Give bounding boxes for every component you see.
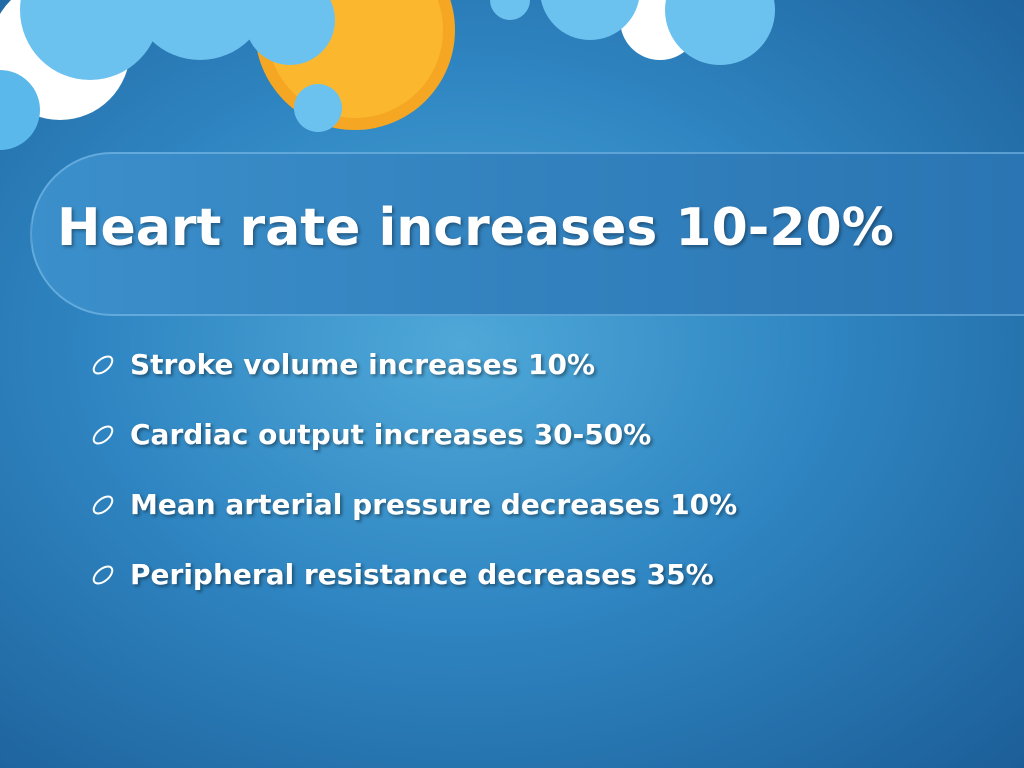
bullet-icon [92,495,114,515]
bullet-text: Cardiac output increases 30-50% [130,418,652,451]
bullet-text: Mean arterial pressure decreases 10% [130,488,738,521]
bullet: Peripheral resistance decreases 35% [90,550,737,620]
title-band [30,152,1024,316]
slide-title: Heart rate increases 10-20% [57,198,894,258]
bullet-list: Stroke volume increases 10% Cardiac outp… [90,340,737,620]
decoration [0,0,775,150]
bullet-icon [92,565,114,585]
bullet: Mean arterial pressure decreases 10% [90,480,737,550]
bullet-icon [92,355,114,375]
bullet-text: Stroke volume increases 10% [130,348,596,381]
bullet-text: Peripheral resistance decreases 35% [130,558,714,591]
bullet: Stroke volume increases 10% [90,340,737,410]
bullet: Cardiac output increases 30-50% [90,410,737,480]
bullet-icon [92,425,114,445]
